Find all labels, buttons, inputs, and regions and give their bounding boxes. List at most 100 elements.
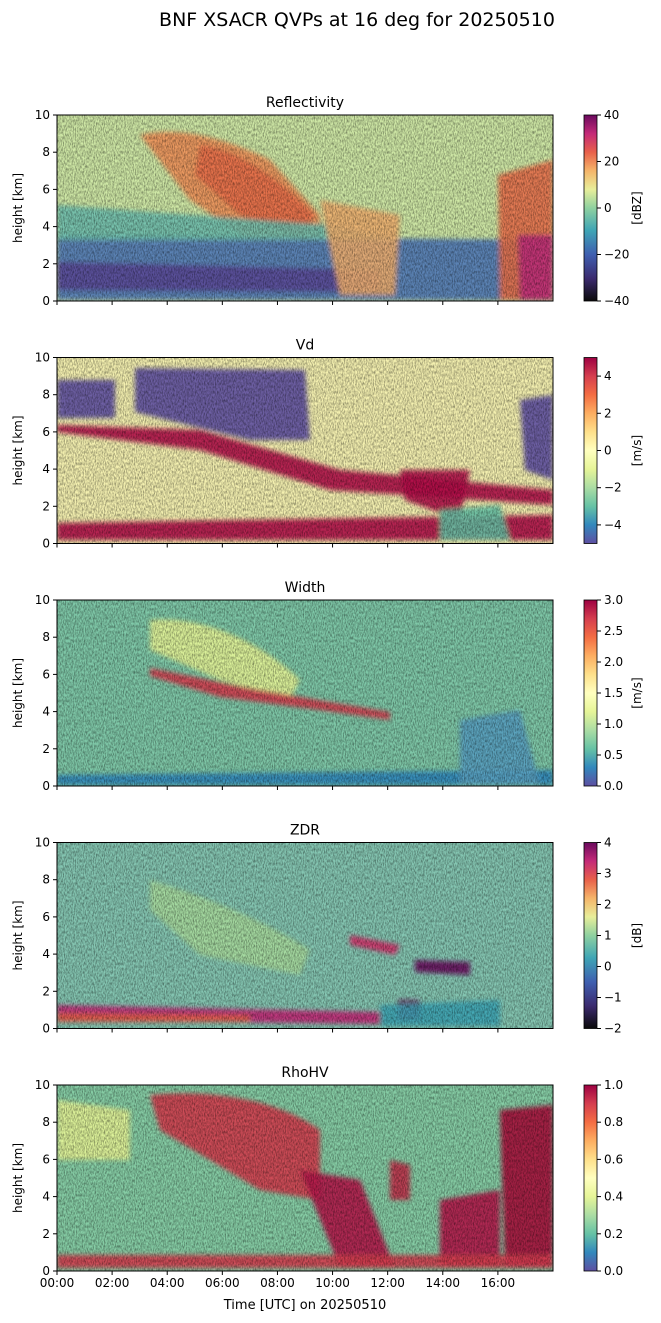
colorbar-tick-label: 2.5 — [604, 624, 623, 638]
colorbar-tick-label: 0 — [604, 960, 612, 974]
panel-title: Width — [285, 580, 326, 596]
y-tick-label: 4 — [42, 220, 50, 234]
colorbar-tick-label: 20 — [604, 155, 619, 169]
panel-title: Vd — [296, 338, 314, 354]
colorbar-tick-label: −4 — [604, 518, 622, 532]
figure-title: BNF XSACR QVPs at 16 deg for 20250510 — [159, 9, 555, 31]
x-tick-label: 08:00 — [260, 1276, 295, 1290]
heatmap-field — [57, 115, 553, 301]
colorbar-tick-label: 2 — [604, 406, 612, 420]
y-tick-label: 2 — [42, 984, 50, 998]
y-tick-label: 2 — [42, 257, 50, 271]
y-tick-label: 8 — [42, 145, 50, 159]
colorbar-tick-label: −2 — [604, 1022, 622, 1036]
axes-frame — [56, 1084, 554, 1272]
colorbar-tick-label: −40 — [604, 294, 629, 308]
y-tick-label: 2 — [42, 742, 50, 756]
panel-zdr: ZDR 0 2 4 6 8 10 height [km] −2 −1 0 1 2 3 4 [dB] — [11, 823, 644, 1036]
y-tick-label: 0 — [42, 779, 50, 793]
colorbar-label: [dB] — [630, 923, 644, 948]
colorbar-tick-label: 0.0 — [604, 1264, 623, 1278]
colorbar-tick-label: 4 — [604, 836, 612, 850]
y-axis-label: height [km] — [11, 173, 25, 243]
axes-frame — [56, 357, 554, 544]
heatmap-speckle — [57, 115, 553, 301]
colorbar-tick-label: 0.0 — [604, 779, 623, 793]
heatmap-speckle — [57, 1085, 553, 1271]
colorbar-tick-label: 1.5 — [604, 686, 623, 700]
colorbar-tick-label: 3.0 — [604, 593, 623, 607]
y-tick-label: 0 — [42, 1264, 50, 1278]
axes-frame — [56, 599, 554, 787]
y-tick-label: 8 — [42, 1115, 50, 1129]
y-tick-label: 8 — [42, 388, 50, 402]
x-tick-label: 06:00 — [205, 1276, 240, 1290]
y-tick-label: 6 — [42, 425, 50, 439]
heatmap-speckle — [57, 357, 553, 544]
y-tick-label: 2 — [42, 499, 50, 513]
x-tick-label: 10:00 — [315, 1276, 350, 1290]
heatmap-field — [57, 1085, 553, 1271]
panel-rhohv: RhoHV 0 2 4 6 8 10 height [km] 00:00 02:00 04:00 06… — [11, 1065, 623, 1290]
x-tick-label: 16:00 — [481, 1276, 516, 1290]
panel-title: Reflectivity — [266, 95, 344, 111]
colorbar-tick-label: 2 — [604, 898, 612, 912]
colorbar-tick-label: 1.0 — [604, 717, 623, 731]
colorbar-tick-label: 2.0 — [604, 655, 623, 669]
colorbar-label: [m/s] — [630, 435, 644, 466]
x-tick-label: 14:00 — [425, 1276, 460, 1290]
colorbar-tick-label: 1.0 — [604, 1078, 623, 1092]
axes-frame — [56, 842, 554, 1029]
colorbar-tick-label: −1 — [604, 991, 622, 1005]
y-tick-label: 0 — [42, 1022, 50, 1036]
heatmap-speckle — [57, 600, 553, 786]
y-axis-label: height [km] — [11, 1143, 25, 1213]
colorbar — [583, 357, 598, 544]
y-tick-label: 8 — [42, 873, 50, 887]
heatmap-field — [57, 600, 553, 786]
y-tick-label: 10 — [35, 351, 50, 365]
x-tick-label: 02:00 — [95, 1276, 130, 1290]
y-tick-label: 0 — [42, 294, 50, 308]
colorbar-tick-label: −20 — [604, 248, 629, 262]
colorbar-tick-label: 0.5 — [604, 748, 623, 762]
y-axis-label: height [km] — [11, 415, 25, 485]
colorbar-tick-label: 3 — [604, 867, 612, 881]
colorbar-tick-label: 0 — [604, 201, 612, 215]
colorbar-label: [dBZ] — [630, 191, 644, 224]
x-tick-label: 00:00 — [40, 1276, 75, 1290]
y-tick-label: 6 — [42, 182, 50, 196]
colorbar — [583, 1084, 598, 1272]
axes-frame — [56, 114, 554, 302]
colorbar-tick-label: 1 — [604, 929, 612, 943]
colorbar-tick-label: 40 — [604, 108, 619, 122]
y-tick-label: 2 — [42, 1227, 50, 1241]
y-tick-label: 4 — [42, 705, 50, 719]
y-tick-label: 4 — [42, 947, 50, 961]
colorbar-tick-label: −2 — [604, 481, 622, 495]
y-tick-label: 0 — [42, 537, 50, 551]
y-tick-label: 6 — [42, 667, 50, 681]
panel-width: Width 0 2 4 6 8 10 height [km] 0.0 0.5 1.0 1.5 2.0 2.… — [11, 580, 644, 793]
x-tick-label: 12:00 — [370, 1276, 405, 1290]
y-tick-label: 4 — [42, 462, 50, 476]
colorbar-tick-label: 0 — [604, 444, 612, 458]
x-axis-label: Time [UTC] on 20250510 — [223, 1298, 387, 1313]
colorbar-label: [m/s] — [630, 677, 644, 708]
colorbar-tick-label: 0.8 — [604, 1115, 623, 1129]
panel-title: ZDR — [290, 823, 320, 839]
colorbar-tick-label: 4 — [604, 369, 612, 383]
colorbar-tick-label: 0.2 — [604, 1227, 623, 1241]
y-tick-label: 6 — [42, 910, 50, 924]
colorbar-tick-label: 0.4 — [604, 1190, 623, 1204]
colorbar — [583, 842, 598, 1029]
heatmap-field — [57, 357, 553, 544]
y-tick-label: 10 — [35, 593, 50, 607]
y-tick-label: 10 — [35, 108, 50, 122]
colorbar — [583, 599, 598, 787]
x-tick-label: 04:00 — [150, 1276, 185, 1290]
heatmap-field — [57, 842, 553, 1029]
y-tick-label: 8 — [42, 630, 50, 644]
y-axis-label: height [km] — [11, 658, 25, 728]
